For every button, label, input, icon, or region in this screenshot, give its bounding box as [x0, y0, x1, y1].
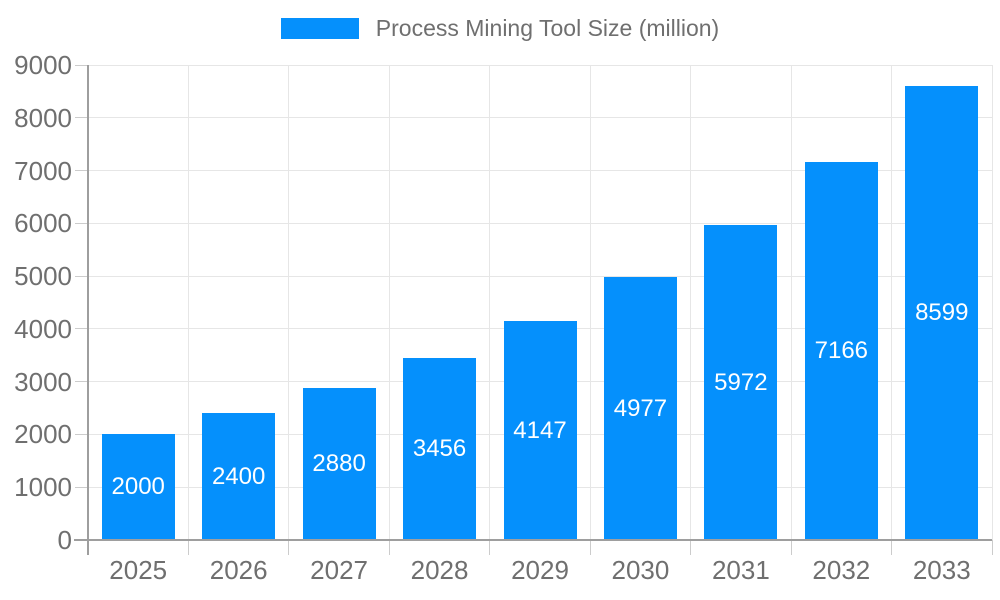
bar-value-label: 2880 — [312, 450, 366, 477]
x-axis-label-2031: 2031 — [711, 555, 770, 585]
y-axis-label: 1000 — [14, 472, 72, 503]
y-axis-tick — [75, 381, 88, 383]
y-axis-label: 2000 — [14, 419, 72, 450]
legend-color-swatch-icon — [280, 17, 359, 39]
gridline-vertical — [288, 65, 290, 540]
gridline-vertical — [690, 65, 692, 540]
x-axis-tick — [187, 540, 189, 555]
x-axis-label-2029: 2029 — [511, 555, 569, 585]
bar-2030[interactable]: 4977 — [603, 277, 677, 540]
y-axis-tick — [75, 64, 88, 66]
y-axis-label: 9000 — [14, 50, 72, 80]
y-axis-label: 5000 — [14, 261, 72, 292]
y-axis-tick — [75, 170, 88, 172]
bar-value-label: 8599 — [915, 299, 969, 326]
y-axis-label: 7000 — [14, 155, 72, 186]
x-axis-tick — [589, 540, 591, 555]
bar-value-label: 7166 — [814, 337, 869, 364]
y-axis-label: 3000 — [14, 366, 72, 397]
y-axis-tick — [75, 486, 88, 488]
bar-2031[interactable]: 5972 — [704, 225, 778, 540]
bar-2025[interactable]: 2000 — [101, 434, 175, 540]
y-axis-label: 8000 — [14, 102, 72, 133]
gridline-vertical — [187, 65, 189, 540]
x-axis-tick — [790, 540, 792, 555]
y-axis-tick — [75, 275, 88, 277]
bar-value-label: 3456 — [412, 435, 467, 462]
y-axis-tick — [75, 222, 88, 224]
gridline-horizontal — [88, 222, 992, 224]
bar-2026[interactable]: 2400 — [202, 413, 276, 540]
gridline-vertical — [991, 65, 993, 540]
x-axis-tick — [690, 540, 692, 555]
gridline-vertical — [790, 65, 792, 540]
y-axis-label: 6000 — [14, 208, 72, 239]
gridline-vertical — [388, 65, 390, 540]
gridline-horizontal — [88, 170, 992, 172]
bar-2032[interactable]: 7166 — [804, 162, 878, 540]
x-axis-tick — [489, 540, 491, 555]
bar-2033[interactable]: 8599 — [905, 86, 979, 540]
x-axis-label-2025: 2025 — [109, 555, 168, 585]
gridline-horizontal — [88, 64, 992, 66]
y-axis-line — [87, 65, 89, 555]
gridline-vertical — [589, 65, 591, 540]
y-axis-tick — [75, 433, 88, 435]
x-axis-label-2033: 2033 — [912, 555, 971, 585]
bar-value-label: 4977 — [613, 394, 668, 422]
gridline-vertical — [891, 65, 893, 540]
bar-2028[interactable]: 3456 — [403, 358, 477, 540]
y-axis-tick — [75, 328, 88, 330]
x-axis-label-2026: 2026 — [209, 555, 268, 585]
chart-legend: Process Mining Tool Size (million) — [0, 0, 1000, 56]
x-axis-line — [74, 539, 992, 541]
bar-value-label: 5972 — [714, 368, 768, 396]
x-axis-tick — [991, 540, 993, 555]
y-axis-tick — [75, 117, 88, 119]
bar-value-label: 2400 — [211, 462, 266, 490]
y-axis-label: 0 — [57, 525, 72, 555]
legend-item-series[interactable]: Process Mining Tool Size (million) — [280, 14, 720, 42]
bar-2027[interactable]: 2880 — [302, 388, 376, 540]
x-axis-tick — [891, 540, 893, 555]
x-axis-tick — [288, 540, 290, 555]
gridline-horizontal — [88, 117, 992, 119]
bar-2029[interactable]: 4147 — [503, 321, 577, 540]
x-axis-label-2027: 2027 — [310, 555, 369, 585]
x-axis-label-2030: 2030 — [611, 555, 670, 585]
x-axis-label-2028: 2028 — [410, 555, 469, 585]
legend-label: Process Mining Tool Size (million) — [375, 14, 720, 41]
bar-value-label: 2000 — [111, 473, 165, 500]
gridline-horizontal — [88, 275, 992, 277]
x-axis-label-2032: 2032 — [812, 555, 871, 585]
bar-value-label: 4147 — [513, 416, 567, 444]
gridline-vertical — [489, 65, 491, 540]
y-axis-label: 4000 — [14, 313, 72, 344]
x-axis-tick — [388, 540, 390, 555]
